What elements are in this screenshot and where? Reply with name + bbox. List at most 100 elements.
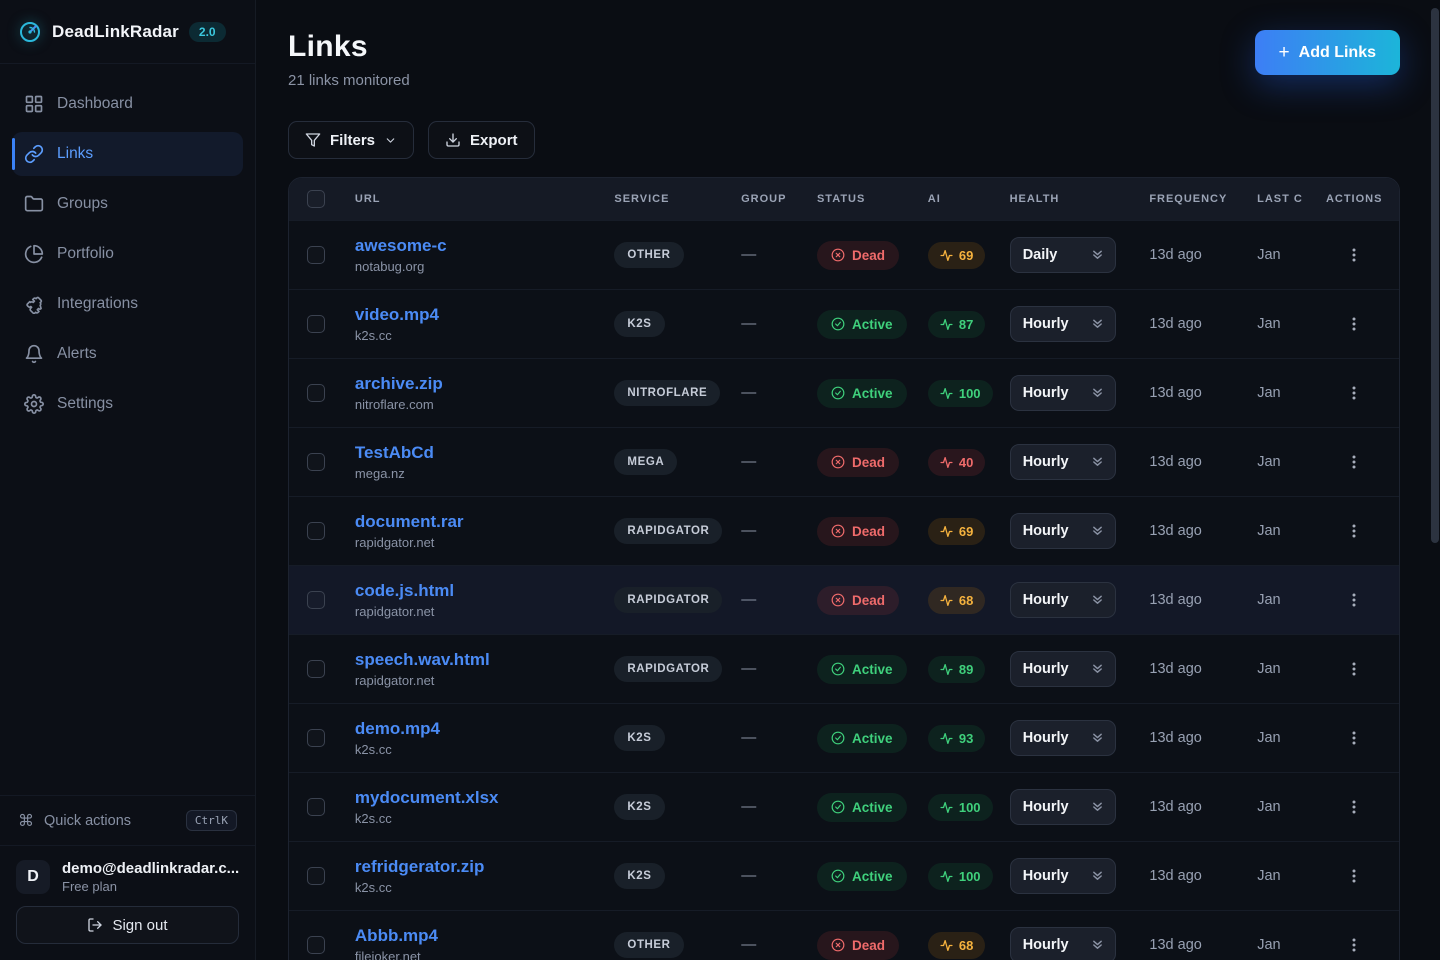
filters-button[interactable]: Filters: [288, 121, 415, 159]
last-checked-month: Jan: [1257, 454, 1281, 470]
service-badge: K2S: [614, 794, 665, 820]
sidebar-item-portfolio[interactable]: Portfolio: [12, 232, 243, 276]
table-row[interactable]: awesome-c notabug.org OTHER — Dead 69 Da…: [289, 220, 1399, 289]
status-badge: Dead: [817, 516, 900, 546]
row-actions-menu-button[interactable]: [1339, 447, 1369, 477]
status-label: Dead: [852, 523, 886, 539]
scrollbar-thumb[interactable]: [1431, 8, 1439, 543]
row-actions-menu-button[interactable]: [1339, 378, 1369, 408]
frequency-select[interactable]: Hourly: [1009, 858, 1116, 894]
last-checked-month: Jan: [1257, 661, 1281, 677]
group-value: —: [741, 522, 757, 539]
link-name[interactable]: Abbb.mp4: [354, 926, 439, 945]
link-name[interactable]: video.mp4: [354, 305, 439, 324]
frequency-select[interactable]: Hourly: [1009, 306, 1116, 342]
circle-x-icon: [831, 524, 845, 538]
link-name[interactable]: awesome-c: [354, 236, 447, 255]
link-name[interactable]: refridgerator.zip: [354, 857, 485, 876]
table-row[interactable]: video.mp4 k2s.cc K2S — Active 87 Hourly …: [289, 289, 1399, 358]
activity-icon: [940, 525, 953, 537]
circle-x-icon: [831, 938, 845, 952]
chevrons-down-icon: [1092, 250, 1102, 259]
export-button[interactable]: Export: [428, 121, 535, 159]
ai-score-badge: 100: [927, 379, 993, 407]
row-actions-menu-button[interactable]: [1339, 585, 1369, 615]
row-checkbox[interactable]: [307, 936, 325, 954]
plus-icon: +: [1278, 42, 1290, 63]
row-actions-menu-button[interactable]: [1339, 516, 1369, 546]
frequency-select[interactable]: Hourly: [1009, 513, 1116, 549]
frequency-select[interactable]: Hourly: [1009, 375, 1116, 411]
row-actions-menu-button[interactable]: [1339, 792, 1369, 822]
row-checkbox[interactable]: [307, 384, 325, 402]
app-logo-row: DeadLinkRadar 2.0: [0, 0, 255, 64]
row-actions-menu-button[interactable]: [1339, 861, 1369, 891]
link-name[interactable]: mydocument.xlsx: [354, 788, 499, 807]
table-row[interactable]: Abbb.mp4 filejoker.net OTHER — Dead 68 H…: [289, 910, 1399, 960]
link-name[interactable]: demo.mp4: [354, 719, 440, 738]
table-row[interactable]: TestAbCd mega.nz MEGA — Dead 40 Hourly 1…: [289, 427, 1399, 496]
service-badge: K2S: [614, 311, 665, 337]
select-all-checkbox[interactable]: [307, 190, 325, 208]
row-actions-menu-button[interactable]: [1339, 309, 1369, 339]
row-actions-menu-button[interactable]: [1339, 930, 1369, 960]
last-checked-month: Jan: [1257, 247, 1281, 263]
row-checkbox[interactable]: [307, 867, 325, 885]
status-badge: Dead: [817, 930, 900, 960]
row-checkbox[interactable]: [307, 729, 325, 747]
sidebar-item-alerts[interactable]: Alerts: [12, 332, 243, 376]
link-name[interactable]: archive.zip: [354, 374, 443, 393]
row-checkbox[interactable]: [307, 453, 325, 471]
chevrons-down-icon: [1092, 526, 1102, 535]
sidebar-item-integrations[interactable]: Integrations: [12, 282, 243, 326]
row-checkbox[interactable]: [307, 660, 325, 678]
row-checkbox[interactable]: [307, 246, 325, 264]
frequency-select[interactable]: Hourly: [1009, 927, 1116, 960]
quick-actions-button[interactable]: ⌘ Quick actions CtrlK: [0, 795, 255, 845]
link-domain: k2s.cc: [354, 811, 392, 826]
app-name: DeadLinkRadar: [52, 21, 179, 41]
table-row[interactable]: mydocument.xlsx k2s.cc K2S — Active 100 …: [289, 772, 1399, 841]
last-checked-ago: 13d ago: [1149, 730, 1202, 746]
link-name[interactable]: document.rar: [354, 512, 464, 531]
sidebar-item-links[interactable]: Links: [12, 132, 243, 176]
frequency-select[interactable]: Hourly: [1009, 720, 1116, 756]
link-name[interactable]: code.js.html: [354, 581, 455, 600]
table-row[interactable]: code.js.html rapidgator.net RAPIDGATOR —…: [289, 565, 1399, 634]
row-actions-menu-button[interactable]: [1339, 240, 1369, 270]
service-badge: OTHER: [614, 932, 684, 958]
row-checkbox[interactable]: [307, 522, 325, 540]
status-label: Active: [852, 385, 893, 401]
row-checkbox[interactable]: [307, 591, 325, 609]
frequency-select[interactable]: Hourly: [1009, 444, 1116, 480]
frequency-select[interactable]: Hourly: [1009, 789, 1116, 825]
chevron-down-icon: [386, 137, 395, 143]
circle-x-icon: [831, 593, 845, 607]
row-actions-menu-button[interactable]: [1339, 654, 1369, 684]
sidebar-item-groups[interactable]: Groups: [12, 182, 243, 226]
table-row[interactable]: speech.wav.html rapidgator.net RAPIDGATO…: [289, 634, 1399, 703]
sidebar-item-dashboard[interactable]: Dashboard: [12, 82, 243, 126]
table-row[interactable]: archive.zip nitroflare.com NITROFLARE — …: [289, 358, 1399, 427]
row-checkbox[interactable]: [307, 315, 325, 333]
table-row[interactable]: document.rar rapidgator.net RAPIDGATOR —…: [289, 496, 1399, 565]
table-row[interactable]: demo.mp4 k2s.cc K2S — Active 93 Hourly 1…: [289, 703, 1399, 772]
link-domain: rapidgator.net: [354, 673, 435, 688]
table-row[interactable]: refridgerator.zip k2s.cc K2S — Active 10…: [289, 841, 1399, 910]
pie-chart-icon: [24, 244, 44, 264]
row-actions-menu-button[interactable]: [1339, 723, 1369, 753]
link-name[interactable]: speech.wav.html: [354, 650, 490, 669]
frequency-select[interactable]: Hourly: [1009, 651, 1116, 687]
row-checkbox[interactable]: [307, 798, 325, 816]
ai-score-badge: 68: [927, 586, 986, 614]
ai-score-value: 100: [958, 799, 981, 815]
vertical-scrollbar[interactable]: [1430, 0, 1439, 960]
link-name[interactable]: TestAbCd: [354, 443, 434, 462]
add-links-button[interactable]: + Add Links: [1254, 30, 1400, 75]
sidebar-item-settings[interactable]: Settings: [12, 382, 243, 426]
frequency-select[interactable]: Hourly: [1009, 582, 1116, 618]
frequency-select-value: Hourly: [1022, 661, 1069, 677]
frequency-select[interactable]: Daily: [1009, 237, 1116, 273]
links-monitored-count: 21 links monitored: [288, 72, 410, 89]
sign-out-button[interactable]: Sign out: [16, 906, 239, 944]
